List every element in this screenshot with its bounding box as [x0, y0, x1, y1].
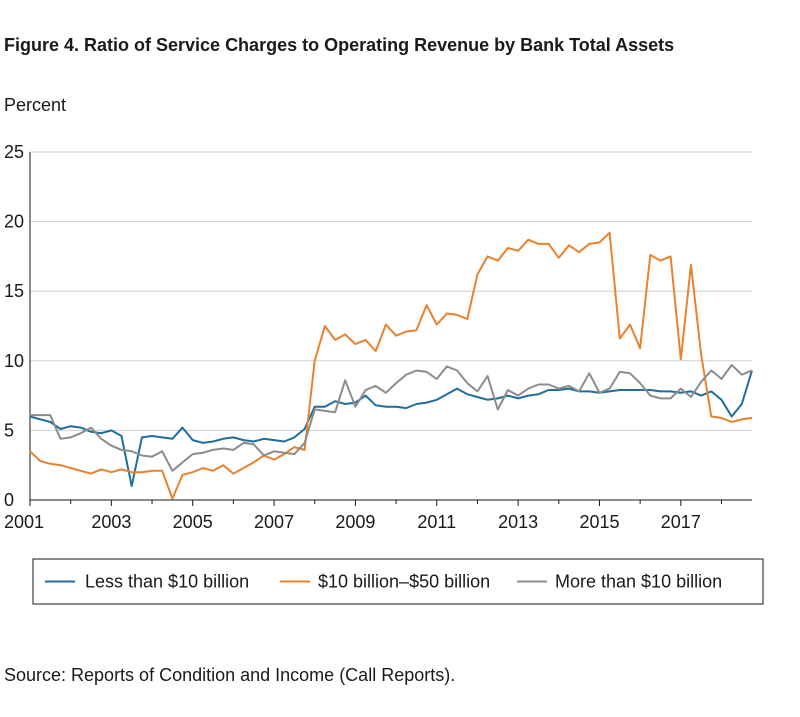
x-tick-label-2009: 2009: [335, 512, 375, 532]
chart-title: Figure 4. Ratio of Service Charges to Op…: [4, 35, 675, 55]
x-tick-label-2015: 2015: [579, 512, 619, 532]
x-tick-label-2011: 2011: [417, 512, 456, 532]
gridlines: [30, 151, 752, 431]
y-tick-label-0: 0: [4, 490, 14, 510]
y-tick-label-5: 5: [4, 420, 14, 440]
y-axis-label: Percent: [4, 95, 67, 115]
y-tick-label-25: 25: [4, 142, 24, 162]
legend-label-0: Less than $10 billion: [85, 572, 249, 592]
series-line-1: [29, 231, 753, 500]
series-lines: [29, 231, 753, 500]
legend-label-2: More than $10 billion: [555, 572, 722, 592]
x-tick-label-2007: 2007: [254, 512, 294, 532]
x-tick-label-2013: 2013: [498, 512, 538, 532]
axes: [29, 152, 752, 506]
legend-box: [32, 558, 764, 605]
source-note: Source: Reports of Condition and Income …: [4, 665, 456, 685]
x-tick-label-2001: 2001: [4, 512, 44, 532]
x-tick-label-2003: 2003: [91, 512, 131, 532]
legend: Less than $10 billion $10 billion–$50 bil…: [32, 558, 764, 605]
y-tick-label-10: 10: [4, 351, 24, 371]
y-tick-label-15: 15: [4, 281, 24, 301]
series-line-0: [29, 370, 753, 488]
x-tick-label-2017: 2017: [661, 512, 701, 532]
x-tick-label-2005: 2005: [173, 512, 213, 532]
y-tick-label-20: 20: [4, 212, 24, 232]
legend-label-1: $10 billion–$50 billion: [318, 572, 490, 592]
tick-labels: 0 5 10 15 20 25 2001 2003 2005 2007 2009 2011 2013 20…: [4, 142, 701, 532]
series-line-2: [30, 364, 753, 472]
